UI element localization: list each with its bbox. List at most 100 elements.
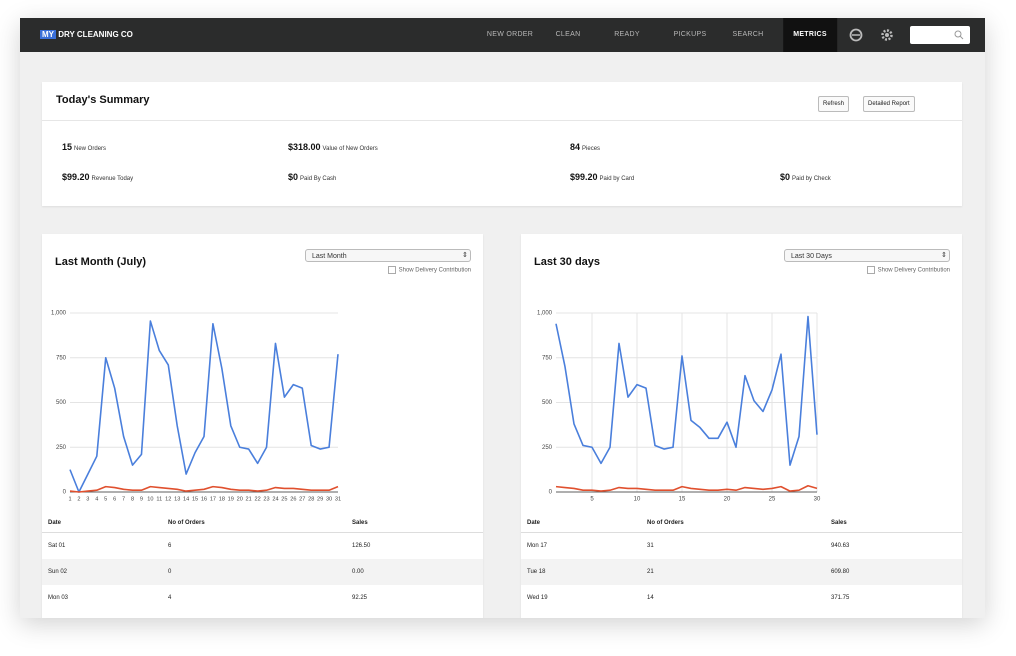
table-header-cell: No of Orders: [168, 520, 205, 526]
user-icon[interactable]: [849, 28, 863, 42]
x-tick-label: 11: [156, 496, 162, 502]
nav-item[interactable]: METRICS: [783, 18, 837, 52]
x-tick-label: 20: [237, 496, 243, 502]
table-cell: 31: [647, 543, 654, 549]
stat: $99.20 Paid by Card: [570, 172, 634, 182]
x-tick-label: 7: [122, 496, 125, 502]
table-cell: Tue 18: [527, 569, 546, 575]
stat-value: $0: [780, 172, 791, 182]
x-tick-label: 30: [326, 496, 332, 502]
y-tick-label: 0: [63, 490, 67, 496]
search-icon: [954, 30, 964, 40]
stat-value: 84: [570, 142, 581, 152]
series-line: [69, 485, 339, 493]
stat: $0 Paid by Check: [780, 172, 831, 182]
period-select[interactable]: Last Month: [305, 249, 471, 262]
checkbox-box[interactable]: [387, 266, 396, 274]
x-tick-label: 22: [254, 496, 260, 502]
table-cell: 940.63: [831, 543, 850, 549]
stat-value: $0: [288, 172, 299, 182]
select-arrow[interactable]: ⇕: [462, 252, 468, 259]
x-tick-label: 1: [68, 496, 71, 502]
nav-item[interactable]: CLEAN: [555, 31, 581, 38]
stat-value: $318.00: [288, 142, 321, 152]
nav-item[interactable]: NEW ORDER: [486, 31, 534, 38]
series-line: [69, 320, 339, 493]
y-tick-label: 0: [549, 490, 553, 496]
checkbox-box[interactable]: [866, 266, 875, 274]
x-tick-label: 5: [104, 496, 107, 502]
refresh-button[interactable]: Refresh: [818, 96, 850, 112]
search-box[interactable]: [910, 26, 970, 44]
panel-title: Last 30 days: [534, 256, 601, 268]
table-cell: 609.80: [831, 569, 850, 575]
x-tick-label: 3: [86, 496, 89, 502]
x-tick-label: 5: [590, 497, 594, 503]
table-cell: 126.50: [352, 543, 371, 549]
x-tick-label: 31: [335, 496, 341, 502]
x-tick-label: 23: [263, 496, 269, 502]
checkbox-label: Show Delivery Contribution: [398, 267, 471, 274]
nav-item[interactable]: READY: [614, 31, 640, 38]
divider: [42, 120, 962, 121]
x-tick-label: 17: [210, 496, 216, 502]
y-tick-label: 1,000: [51, 311, 67, 317]
x-tick-label: 30: [814, 497, 821, 503]
chart-panel: Last 30 days Last 30 Days ⇕ Show Delivery C…: [521, 234, 962, 618]
x-tick-label: 15: [192, 496, 198, 502]
stat-value: $99.20: [570, 172, 598, 182]
x-tick-label: 21: [246, 496, 252, 502]
table-header-cell: Date: [48, 520, 62, 526]
logo-badge: MY: [40, 30, 56, 39]
nav-bar: MY DRY CLEANING CO NEW ORDER CLEAN READY PI…: [20, 18, 985, 52]
stat: $318.00 Value of New Orders: [288, 142, 378, 152]
stat: $0 Paid By Cash: [288, 172, 336, 182]
logo[interactable]: MY DRY CLEANING CO: [40, 30, 133, 40]
table-row: Sat 01 6 126.50: [42, 533, 483, 559]
stat-label: Paid by Card: [599, 176, 635, 182]
table-row: Tue 18 21 609.80: [521, 559, 962, 585]
series-line: [555, 315, 818, 466]
stat: 84 Pieces: [570, 142, 600, 152]
stat-label: Paid By Cash: [300, 176, 337, 182]
stat-value: 15: [62, 142, 73, 152]
table-cell: Sat 01: [48, 543, 66, 549]
stat-label: New Orders: [74, 146, 107, 152]
delivery-checkbox[interactable]: Show Delivery Contribution: [866, 266, 950, 274]
table-header-cell: Date: [527, 520, 541, 526]
table-row: Wed 19 14 371.75: [521, 585, 962, 611]
x-tick-label: 13: [174, 496, 180, 502]
line-chart: 5 10 15 20 25 30 0 250 500 750 1,000: [527, 302, 841, 510]
table-cell: 371.75: [831, 595, 850, 601]
table-header-cell: Sales: [831, 520, 847, 526]
checkbox-label: Show Delivery Contribution: [877, 267, 950, 274]
y-tick-label: 1,000: [537, 311, 553, 317]
table-cell: 14: [647, 595, 654, 601]
stat-label: Value of New Orders: [322, 146, 378, 152]
table-row: Mon 17 31 940.63: [521, 533, 962, 559]
nav-item[interactable]: SEARCH: [732, 31, 764, 38]
table-cell: Wed 19: [527, 595, 548, 601]
table-cell: Mon 17: [527, 543, 548, 549]
settings-icon[interactable]: [880, 28, 894, 42]
period-select[interactable]: Last 30 Days: [784, 249, 950, 262]
x-tick-label: 27: [299, 496, 305, 502]
summary-card: Today's Summary Refresh Detailed Report …: [42, 82, 962, 206]
chart-panel: Last Month (July) Last Month ⇕ Show Deliver…: [42, 234, 483, 618]
delivery-checkbox[interactable]: Show Delivery Contribution: [387, 266, 471, 274]
app-window: MY DRY CLEANING CO NEW ORDER CLEAN READY PI…: [20, 18, 985, 618]
x-tick-label: 24: [272, 496, 278, 502]
line-chart: 1 2 3 4 5 6 7 8 9 10 11 12 13 14 15 16 17 18 19 20 21 22 23 24 2…: [48, 302, 362, 510]
table-header-row: Date No of Orders Sales: [42, 516, 483, 533]
x-tick-label: 19: [228, 496, 234, 502]
x-tick-label: 14: [183, 496, 189, 502]
table-row: Sun 02 0 0.00: [42, 559, 483, 585]
nav-item[interactable]: PICKUPS: [673, 31, 707, 38]
stat-label: Paid by Check: [792, 176, 831, 182]
report-button[interactable]: Detailed Report: [863, 96, 915, 112]
x-tick-label: 16: [201, 496, 207, 502]
table-header-cell: Sales: [352, 520, 368, 526]
select-arrow[interactable]: ⇕: [941, 252, 947, 259]
x-tick-label: 28: [308, 496, 314, 502]
